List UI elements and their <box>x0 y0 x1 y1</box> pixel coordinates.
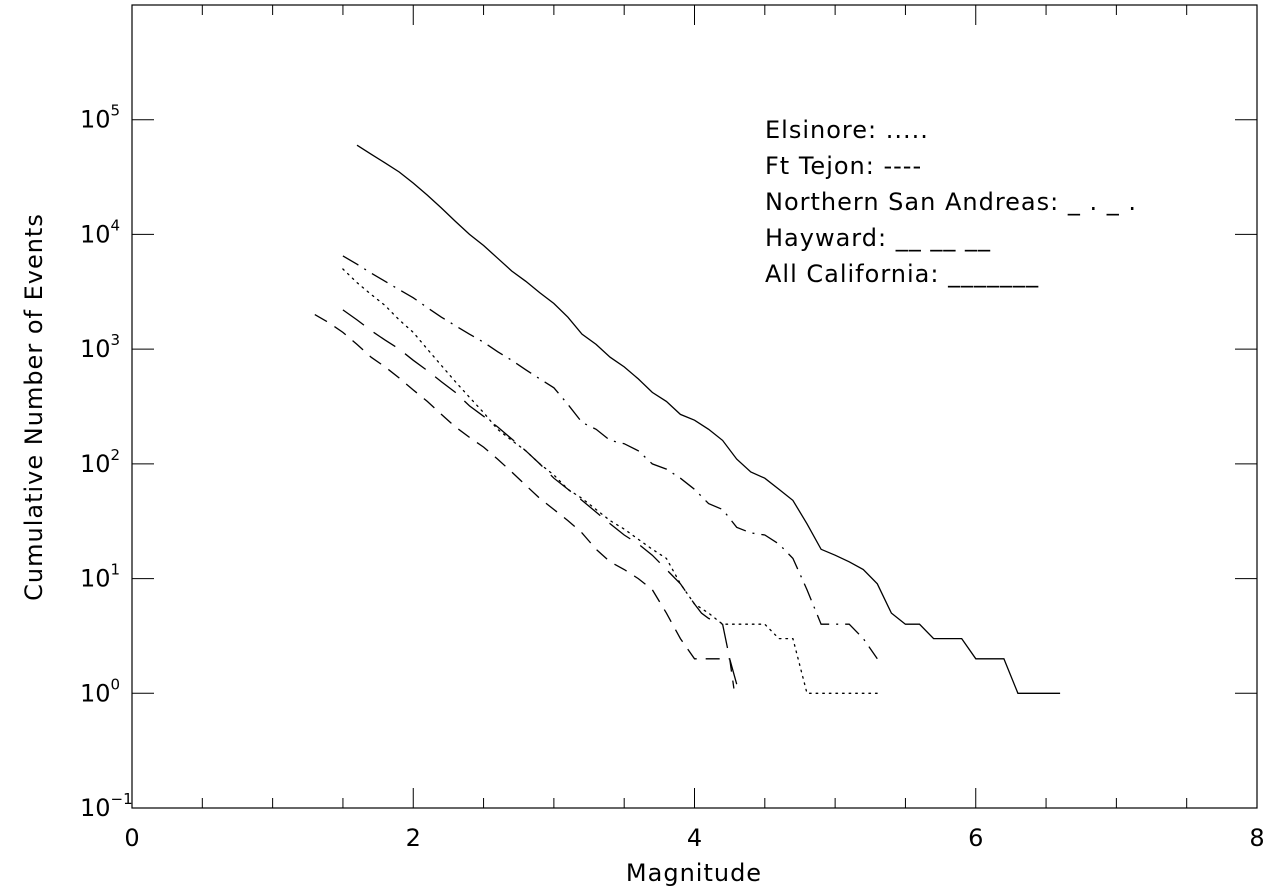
x-axis-ticks <box>131 5 1258 808</box>
y-tick-label: 100 <box>80 675 120 707</box>
y-tick-label: 102 <box>80 446 120 478</box>
y-tick-label: 101 <box>80 561 120 593</box>
series-line-short-dash <box>314 314 735 689</box>
y-tick-label: 10−1 <box>80 790 133 822</box>
y-axis-tick-labels: 10−1 100 101 102 103 104 105 <box>80 102 133 822</box>
plot-frame <box>131 4 1258 809</box>
legend-entry: All California: _______ <box>765 260 1039 288</box>
legend-entry: Northern San Andreas: _ . _ . <box>765 188 1137 216</box>
x-tick-label: 8 <box>1249 824 1264 852</box>
series-line-solid <box>356 144 1061 694</box>
series-line-dotted <box>342 268 878 694</box>
y-axis-ticks <box>132 4 1257 809</box>
x-tick-label: 0 <box>124 824 139 852</box>
legend-entry: Elsinore: ..... <box>765 116 929 144</box>
series-line-dash-dot <box>342 255 878 660</box>
legend-entry: Hayward: __ __ __ <box>765 224 991 252</box>
y-tick-label: 103 <box>80 331 120 363</box>
x-axis-tick-labels: 0 2 4 6 8 <box>124 824 1264 852</box>
x-tick-label: 2 <box>406 824 421 852</box>
series-line-long-dash <box>342 309 738 685</box>
y-tick-label: 105 <box>80 102 120 134</box>
y-tick-label: 104 <box>80 216 120 248</box>
x-tick-label: 6 <box>968 824 983 852</box>
legend: Elsinore: ..... Ft Tejon: ---- Northern Sa… <box>765 116 1137 288</box>
legend-entry: Ft Tejon: ---- <box>765 152 922 180</box>
series-lines <box>314 144 1061 694</box>
x-axis-title: Magnitude <box>626 859 762 887</box>
x-tick-label: 4 <box>687 824 702 852</box>
y-axis-title: Cumulative Number of Events <box>20 213 48 601</box>
